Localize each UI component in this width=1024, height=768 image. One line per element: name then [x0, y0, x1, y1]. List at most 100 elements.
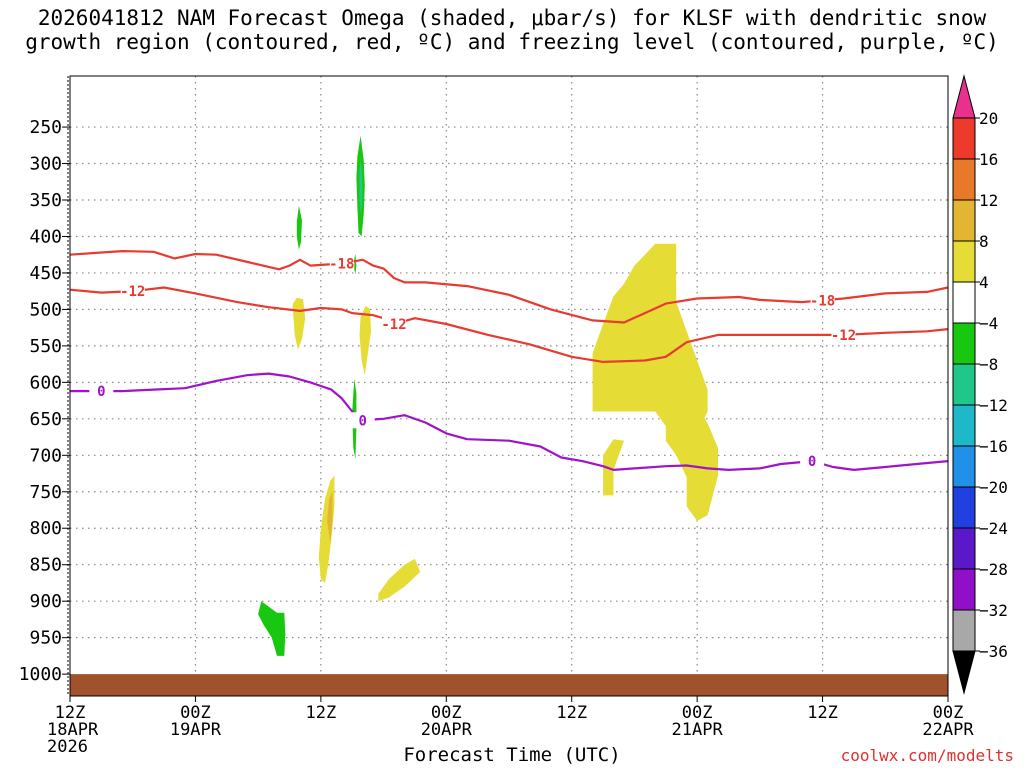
y-tick-label-300: 300 — [29, 154, 62, 175]
colorbar-band-3 — [952, 240, 976, 283]
contour-line-1 — [69, 286, 949, 363]
y-tick-label-650: 650 — [29, 409, 62, 430]
colorbar-label-2: 12 — [979, 191, 998, 210]
chart-title-line2: growth region (contoured, red, ºC) and f… — [25, 30, 999, 54]
colorbar-label-3: 8 — [979, 232, 989, 251]
credit-link[interactable]: coolwx.com/modelts — [840, 746, 1014, 765]
omega-shading — [258, 135, 718, 656]
omega-region-5 — [318, 475, 335, 583]
y-axis: 250 300 350 400 450 500 550 600 650 700 750 800 850 9… — [19, 117, 70, 685]
chart-title: 2026041812 NAM Forecast Omega (shaded, μ… — [0, 6, 1024, 54]
colorbar-band-0 — [952, 117, 976, 160]
y-tick-label-800: 800 — [29, 518, 62, 539]
contour-label-2-2: 0 — [808, 454, 816, 470]
contour-label-1-0: -12 — [120, 284, 145, 300]
colorbar-label-7: −12 — [979, 396, 1008, 415]
colorbar-legend: 20 16 12 8 4 −4 −8 −12 −16 −20 −24 −28 −32 −36 — [952, 74, 1008, 695]
omega-region-7 — [327, 491, 333, 543]
omega-region-3 — [292, 297, 306, 350]
colorbar-band-6 — [952, 363, 976, 406]
omega-region-2 — [603, 439, 624, 496]
omega-region-1 — [655, 386, 718, 521]
contour-line-0 — [69, 250, 949, 324]
contour-label-bg-2-1 — [350, 412, 375, 429]
x-tick-label-h12-0: 00Z — [180, 703, 211, 723]
colorbar-top-arrow — [952, 74, 976, 119]
x-tick-label-h60-0: 00Z — [682, 703, 713, 723]
chart-title-line1: 2026041812 NAM Forecast Omega (shaded, μ… — [37, 6, 987, 30]
colorbar-band-4 — [952, 281, 976, 324]
colorbar-label-4: 4 — [979, 273, 989, 292]
y-tick-label-700: 700 — [29, 445, 62, 466]
colorbar-band-11 — [952, 568, 976, 611]
x-tick-label-h0-1: 18APR — [47, 720, 99, 740]
contour-label-1-1: -12 — [381, 317, 406, 333]
x-tick-label-h36-0: 00Z — [431, 703, 462, 723]
omega-region-6 — [378, 558, 421, 602]
colorbar-bottom-arrow — [952, 650, 976, 695]
colorbar-label-11: −28 — [979, 560, 1008, 579]
x-tick-label-h84-1: 22APR — [922, 720, 974, 740]
x-tick-label-h0-0: 12Z — [55, 703, 86, 723]
colorbar-band-9 — [952, 486, 976, 529]
omega-region-10 — [354, 254, 357, 275]
y-tick-label-450: 450 — [29, 263, 62, 284]
y-tick-label-600: 600 — [29, 372, 62, 393]
colorbar-band-5 — [952, 322, 976, 365]
contour-label-bg-1-0 — [120, 283, 145, 300]
contour-label-bg-2-0 — [89, 383, 114, 400]
x-tick-label-h72-0: 12Z — [807, 703, 838, 723]
contour-label-2-0: 0 — [97, 384, 105, 400]
contour-label-bg-1-2 — [831, 326, 856, 343]
x-tick-label-h0-2: 2026 — [47, 737, 88, 757]
colorbar-band-2 — [952, 199, 976, 242]
contour-label-bg-0-0 — [329, 255, 354, 272]
colorbar-label-1: 16 — [979, 150, 998, 169]
y-tick-label-1000: 1000 — [19, 664, 62, 685]
surface-terrain — [70, 674, 948, 696]
omega-region-12 — [258, 601, 286, 656]
x-tick-label-h36-1: 20APR — [421, 720, 473, 740]
colorbar-label-10: −24 — [979, 519, 1008, 538]
colorbar-label-5: −4 — [979, 314, 998, 333]
colorbar-band-8 — [952, 445, 976, 488]
y-tick-label-850: 850 — [29, 555, 62, 576]
omega-region-4 — [359, 305, 371, 376]
colorbar-band-12 — [952, 609, 976, 652]
x-axis-label: Forecast Time (UTC) — [403, 744, 621, 766]
contour-label-2-1: 0 — [358, 413, 366, 429]
colorbar-label-12: −32 — [979, 601, 1008, 620]
y-tick-label-900: 900 — [29, 591, 62, 612]
contour-label-0-0: -18 — [329, 256, 354, 272]
surface-band — [70, 674, 948, 696]
contour-label-1-2: -12 — [831, 328, 856, 344]
grid-lines — [70, 76, 948, 696]
y-tick-label-400: 400 — [29, 226, 62, 247]
colorbar-band-1 — [952, 158, 976, 201]
omega-region-13 — [359, 160, 363, 215]
plot-border — [69, 75, 949, 697]
y-tick-label-250: 250 — [29, 117, 62, 138]
colorbar-label-13: −36 — [979, 642, 1008, 661]
x-tick-label-h12-1: 19APR — [170, 720, 222, 740]
x-tick-label-h48-0: 12Z — [556, 703, 587, 723]
contour-label-bg-0-1 — [810, 292, 835, 309]
y-tick-label-500: 500 — [29, 299, 62, 320]
y-tick-label-750: 750 — [29, 482, 62, 503]
y-tick-label-350: 350 — [29, 190, 62, 211]
x-tick-label-h24-0: 12Z — [305, 703, 336, 723]
colorbar-band-10 — [952, 527, 976, 570]
contour-line-2 — [70, 372, 949, 471]
y-tick-label-550: 550 — [29, 336, 62, 357]
plot-frame — [67, 75, 949, 697]
colorbar-label-9: −20 — [979, 478, 1008, 497]
x-tick-label-h60-1: 21APR — [672, 720, 724, 740]
colorbar-label-6: −8 — [979, 355, 998, 374]
colorbar-band-7 — [952, 404, 976, 447]
colorbar-label-8: −16 — [979, 437, 1008, 456]
temperature-contours: -18 -18 -12 -12 -12 0 0 0 — [69, 250, 949, 471]
x-tick-label-h84-0: 00Z — [933, 703, 964, 723]
contour-label-bg-1-1 — [382, 316, 407, 332]
